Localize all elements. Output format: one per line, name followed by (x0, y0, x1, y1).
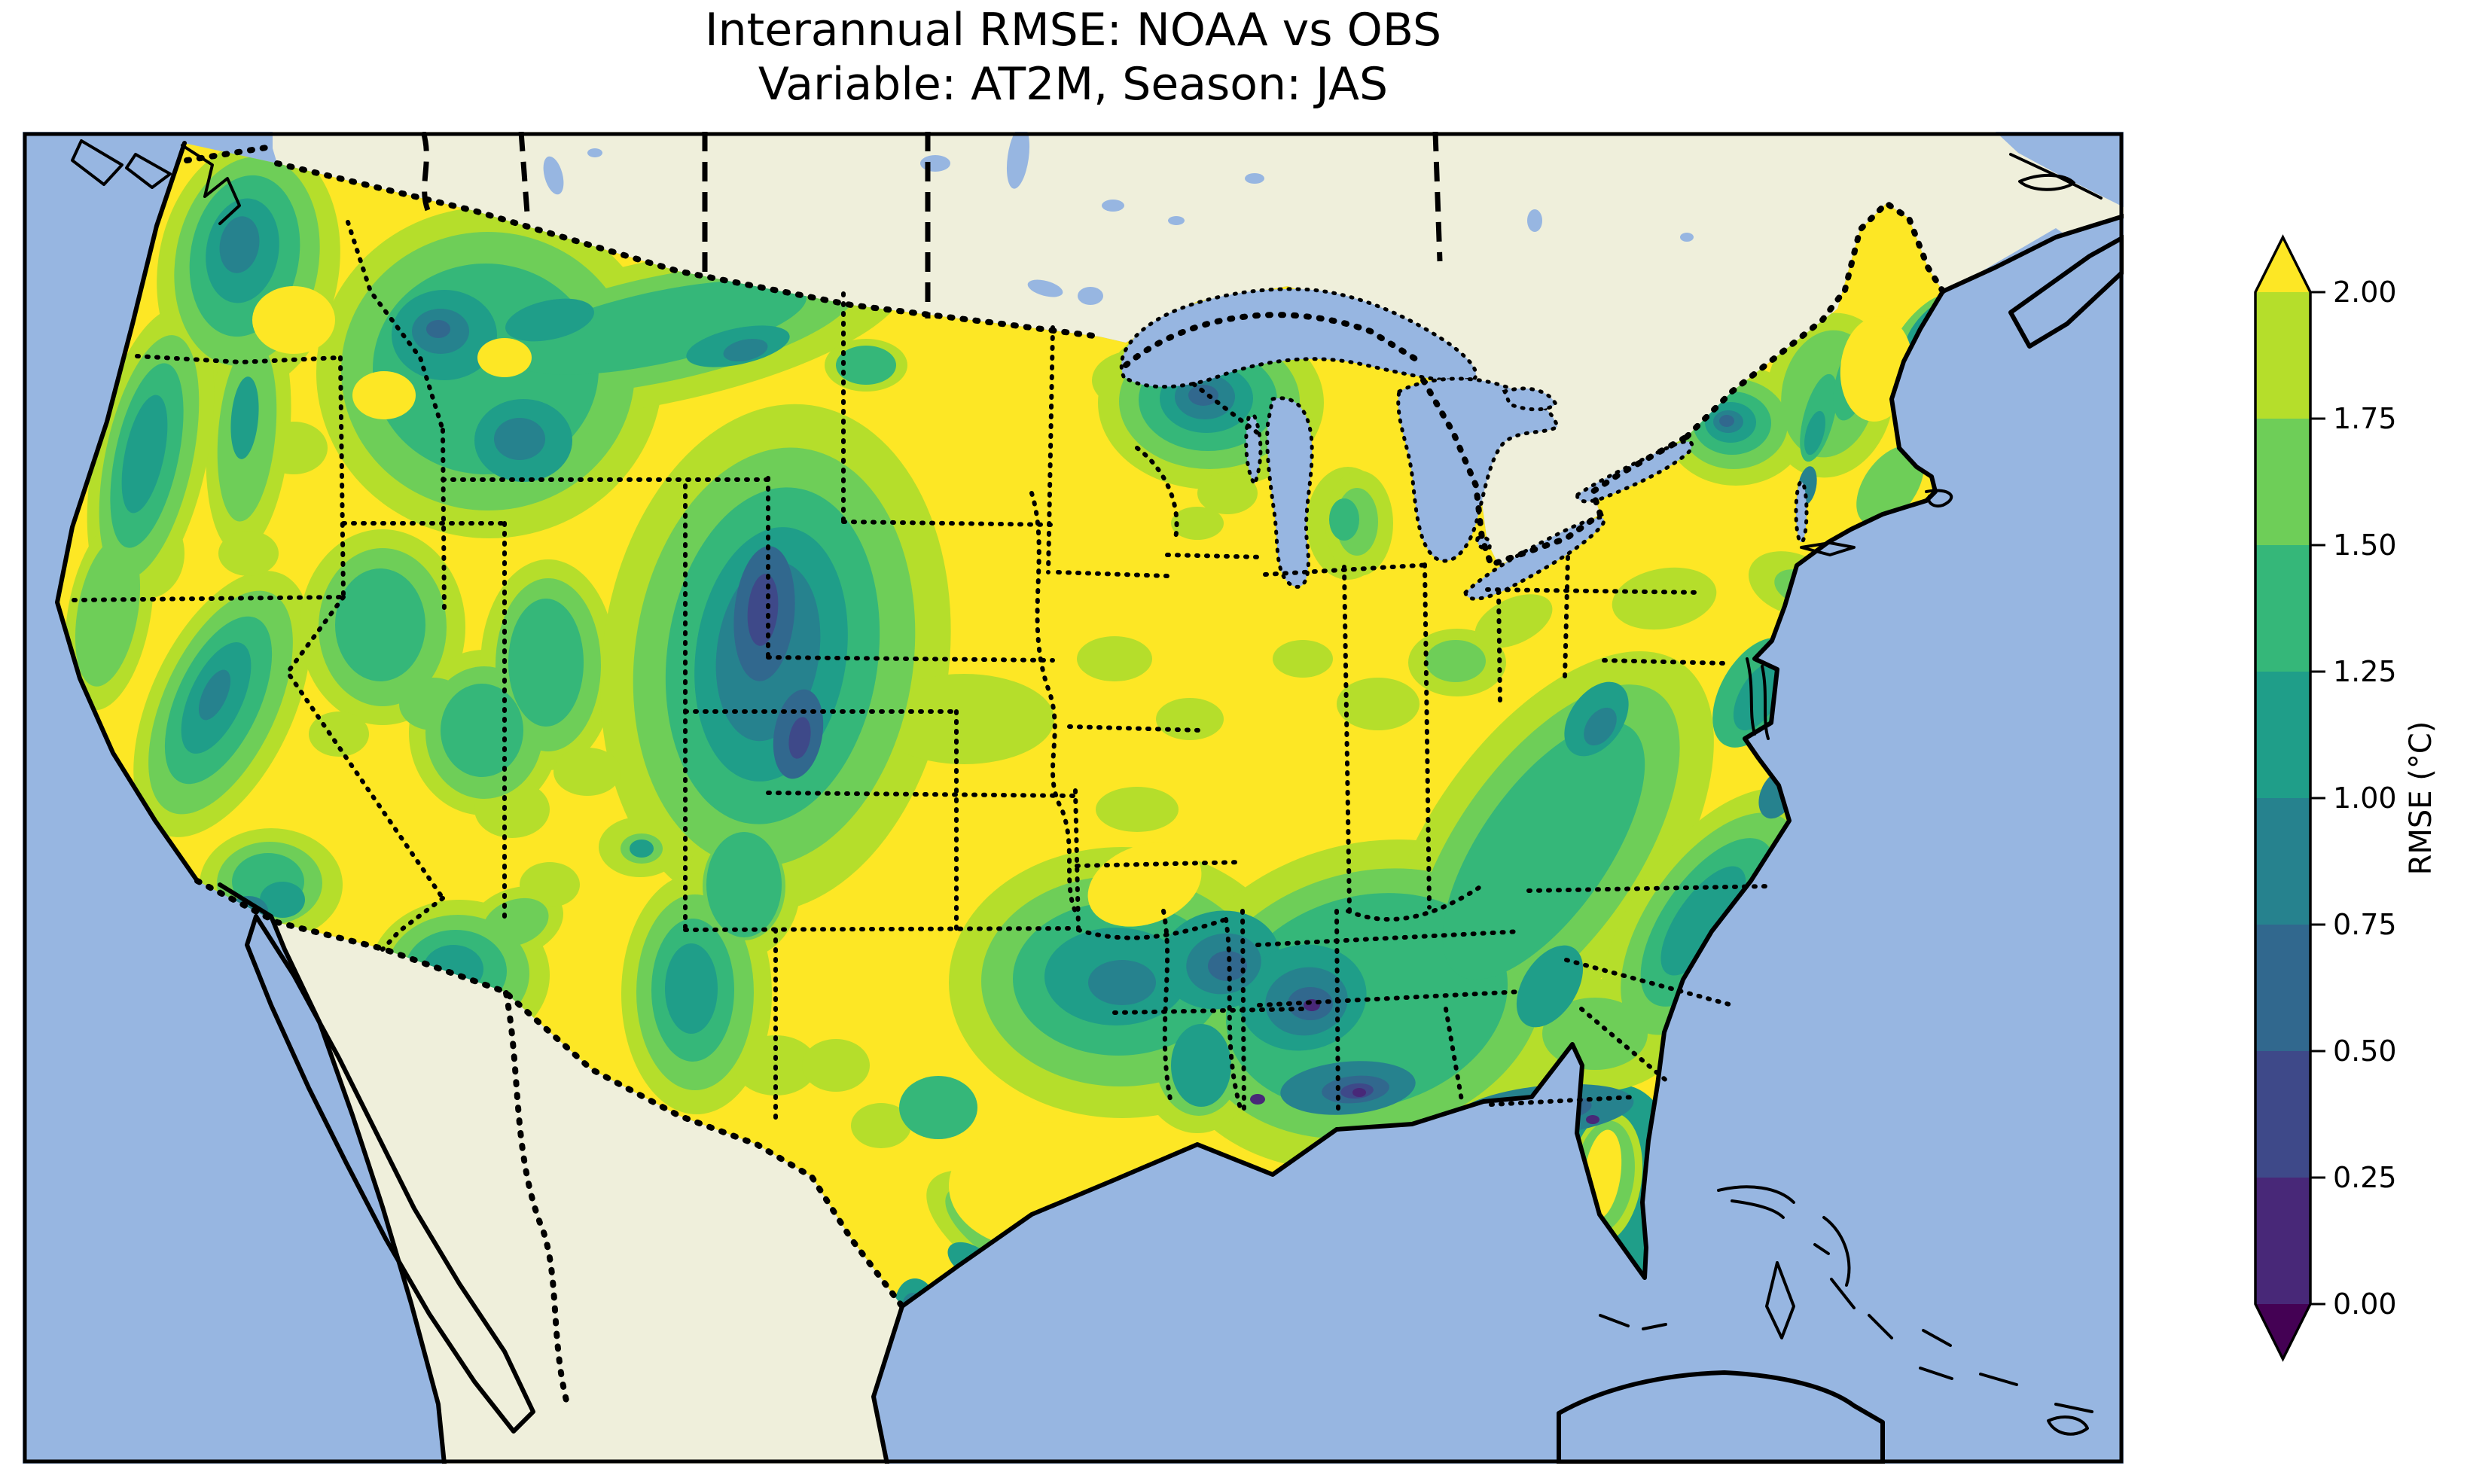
bahamas-andros (1765, 1261, 1795, 1339)
colorbar-band (2255, 1178, 2310, 1304)
pacific-coast (55, 141, 200, 883)
lake-champlain (1794, 480, 1809, 544)
map-svg (23, 132, 2124, 1464)
coastlines (55, 141, 2124, 1464)
province-borders (420, 132, 1443, 318)
colorbar-tick-label: 1.75 (2333, 402, 2397, 435)
colorbar-tick-label: 0.50 (2333, 1035, 2397, 1068)
colorbar-band (2255, 292, 2310, 419)
mexico-landmass (197, 881, 902, 1464)
canada-landmass (273, 132, 2124, 565)
northeast-ocean-inlets (1969, 132, 2124, 309)
mexico-west-coast (218, 882, 447, 1464)
colorbar-band (2255, 545, 2310, 672)
border-lakes-huron-erie (1420, 377, 1690, 569)
figure-title: Interannual RMSE: NOAA vs OBS Variable: … (23, 3, 2124, 111)
colorbar-tick-labels: 2.00 1.75 1.50 1.25 1.00 0.75 0.50 0.25 … (2333, 276, 2397, 1321)
mexico-gulf-coast (871, 1304, 904, 1464)
border-mexico-internal (503, 990, 569, 1403)
vancouver-islands (71, 139, 172, 189)
colorbar-band (2255, 672, 2310, 798)
border-lake-superior (1123, 312, 1423, 368)
gulf-of-st-lawrence (1996, 132, 2124, 207)
colorbar-tick-label: 2.00 (2333, 276, 2397, 309)
border-maine-loop (1842, 199, 1946, 294)
long-island (1800, 541, 1856, 556)
chesapeake-inlets (1746, 657, 1770, 740)
colorbar-tick-label: 1.00 (2333, 782, 2397, 815)
lake-superior (1119, 287, 1478, 389)
map-frame (23, 132, 2124, 1464)
georgian-bay (1502, 386, 1559, 412)
colorbar-tick-label: 1.50 (2333, 529, 2397, 562)
colorbar-ticks (2310, 291, 2325, 1306)
st-lawrence-north-shore (2009, 153, 2103, 200)
border-us-mexico (194, 878, 905, 1309)
colorbar-band (2255, 925, 2310, 1051)
cuba (1557, 1370, 1885, 1464)
lake-michigan (1265, 396, 1314, 589)
caribbean-islet (2047, 1415, 2089, 1436)
gulf-atlantic-coast (900, 289, 1945, 1309)
state-borders (72, 220, 1772, 1120)
rmse-yellow-pockets (252, 286, 1914, 1250)
colorbar-band (2255, 419, 2310, 545)
bay-of-fundy (1969, 228, 2090, 309)
land-canada-mexico (197, 132, 2124, 1464)
nova-scotia (2008, 235, 2124, 349)
new-brunswick-coast (1941, 214, 2124, 294)
border-us-canada-west (274, 160, 1102, 340)
colorbar: 2.00 1.75 1.50 1.25 1.00 0.75 0.50 0.25 … (2229, 218, 2467, 1393)
lake-huron (1396, 376, 1560, 563)
canada-small-lakes (543, 132, 1694, 305)
bahamas-islands (1717, 1185, 1953, 1380)
colorbar-band (2255, 1051, 2310, 1178)
colorbar-tick-label: 1.25 (2333, 655, 2397, 688)
title-line-1: Interannual RMSE: NOAA vs OBS (704, 4, 1442, 56)
great-lakes (1119, 287, 1809, 601)
colorbar-tick-label: 0.00 (2333, 1287, 2397, 1321)
colorbar-tick-label: 0.25 (2333, 1161, 2397, 1194)
border-st-lawrence (1684, 287, 1848, 440)
maritime-islands (71, 139, 2124, 1436)
international-borders (184, 144, 1946, 1403)
puget-sound (181, 144, 241, 225)
colorbar-bands (2255, 237, 2310, 1359)
baja-california (245, 914, 535, 1434)
florida-keys (1599, 1314, 1667, 1330)
colorbar-over-triangle (2255, 237, 2310, 292)
map-axes (23, 132, 2124, 1464)
colorbar-under-triangle (2255, 1304, 2310, 1359)
cape-cod (1925, 489, 1953, 507)
colorbar-axis-label: RMSE (°C) (2404, 721, 2438, 876)
colorbar-svg: 2.00 1.75 1.50 1.25 1.00 0.75 0.50 0.25 … (2254, 234, 2438, 1362)
colorbar-tick-label: 0.75 (2333, 908, 2397, 941)
southeast-islets (1922, 1329, 2093, 1413)
colorbar-band (2255, 798, 2310, 925)
title-line-2: Variable: AT2M, Season: JAS (758, 58, 1389, 111)
